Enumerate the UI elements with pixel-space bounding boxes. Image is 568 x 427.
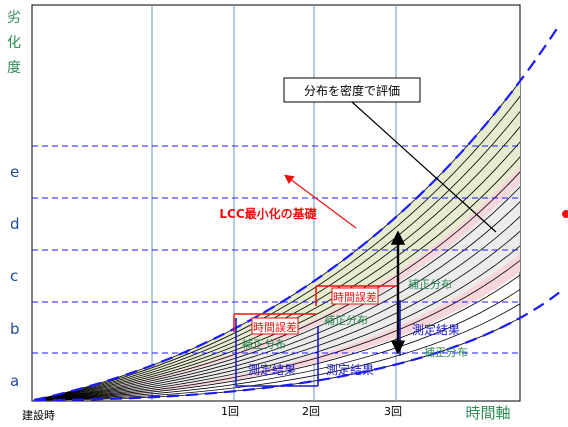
time-error-brackets — [233, 285, 398, 332]
degradation-curve — [33, 245, 520, 401]
time-error-box-2 — [331, 287, 379, 305]
x-axis-title: 時間軸 — [465, 404, 510, 422]
measure-bracket-1 — [235, 318, 318, 387]
x-tick-3: 3回 — [384, 405, 402, 418]
band-lower-pink — [34, 253, 520, 400]
time-error-box-1 — [251, 317, 299, 335]
correction-label-2: 補正分布 — [324, 314, 368, 327]
degradation-curve — [33, 201, 520, 401]
distribution-bands — [34, 81, 520, 400]
degradation-curve — [33, 215, 520, 401]
level-lines — [32, 145, 520, 354]
degradation-curve — [33, 303, 520, 401]
upper-envelope-curve — [33, 23, 561, 402]
degradation-curve — [33, 186, 520, 401]
red-marker-dot — [562, 210, 568, 218]
lcc-label: LCC最小化の基礎 — [219, 206, 317, 221]
time-error-label-1: 時間誤差 — [253, 320, 297, 334]
lower-envelope-curve — [33, 291, 561, 402]
degradation-curve — [33, 95, 520, 401]
degradation-curve — [33, 110, 520, 401]
degradation-curve — [33, 288, 520, 401]
degradation-curve — [33, 260, 520, 401]
y-axis-title-char-1: 劣 — [7, 10, 21, 26]
y-axis-title-char-2: 化 — [7, 35, 21, 51]
level-label-c: c — [10, 267, 18, 285]
callout-text: 分布を密度で評価 — [304, 83, 400, 98]
x-tick-construction: 建設時 — [22, 408, 55, 422]
level-label-e: e — [10, 163, 19, 181]
x-tick-2: 2回 — [302, 405, 320, 418]
callout-box — [283, 77, 421, 103]
callout-pointer — [351, 101, 497, 233]
degradation-curve — [33, 171, 520, 401]
degradation-curve — [33, 274, 520, 401]
level-label-d: d — [10, 215, 20, 233]
x-tick-1: 1回 — [221, 405, 239, 418]
correction-label-4: 補正分布 — [424, 346, 468, 359]
measure-label-2: 測定結果 — [326, 362, 374, 377]
time-error-label-2: 時間誤差 — [333, 290, 377, 304]
degradation-curve — [33, 230, 520, 401]
band-upper-green — [34, 81, 520, 400]
level-label-b: b — [10, 320, 20, 338]
y-axis-title-char-3: 度 — [7, 60, 21, 76]
correction-label-1: 補正分布 — [408, 278, 452, 291]
measure-label-3: 測定結果 — [412, 322, 460, 337]
measure-label-1: 測定結果 — [248, 362, 296, 377]
correction-label-3: 補正分布 — [242, 338, 286, 351]
lcc-arrow — [284, 174, 357, 229]
level-label-a: a — [10, 372, 19, 390]
band-middle-gray — [34, 182, 520, 400]
